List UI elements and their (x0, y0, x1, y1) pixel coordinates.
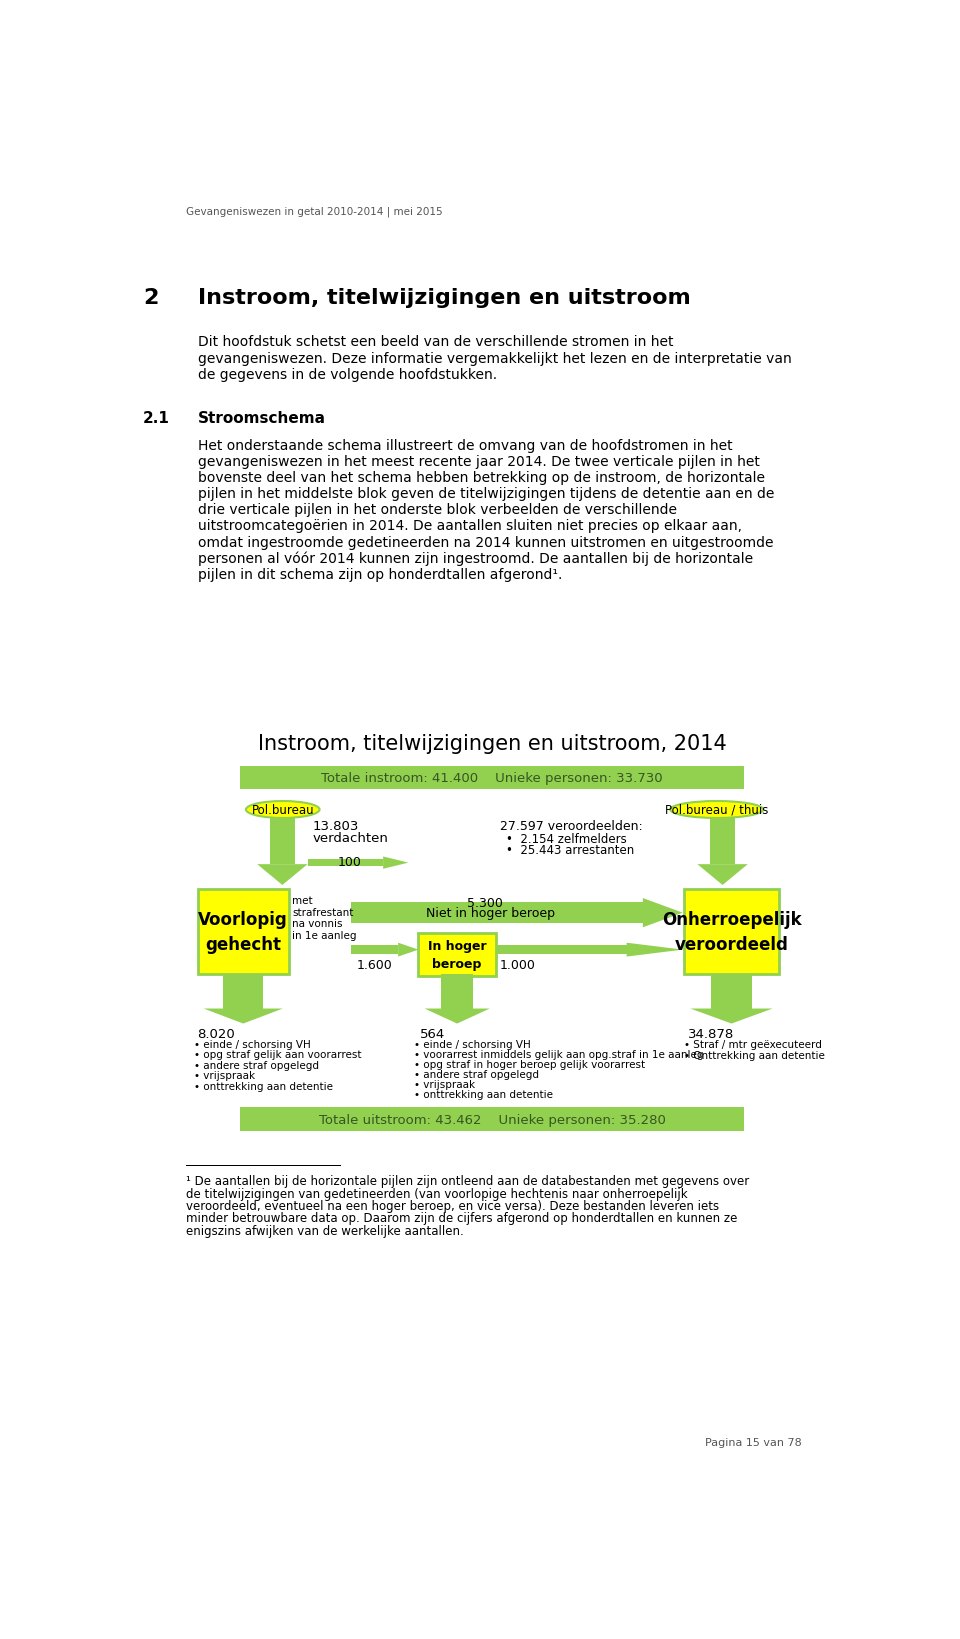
Text: Totale uitstroom: 43.462    Unieke personen: 35.280: Totale uitstroom: 43.462 Unieke personen… (319, 1113, 665, 1126)
Text: • andere straf opgelegd: • andere straf opgelegd (415, 1069, 540, 1080)
Text: 2: 2 (143, 287, 158, 308)
Text: Voorlopig
gehecht: Voorlopig gehecht (199, 910, 288, 952)
Polygon shape (383, 857, 408, 869)
Bar (307, 859, 383, 867)
Text: • einde / schorsing VH: • einde / schorsing VH (415, 1039, 531, 1049)
Text: In hoger
beroep: In hoger beroep (428, 939, 487, 970)
Text: Stroomschema: Stroomschema (198, 411, 325, 426)
Text: Pagina 15 van 78: Pagina 15 van 78 (706, 1437, 802, 1447)
Text: veroordeeld, eventueel na een hoger beroep, en vice versa). Deze bestanden lever: veroordeeld, eventueel na een hoger bero… (186, 1200, 719, 1213)
Text: 5.300: 5.300 (468, 897, 503, 910)
Polygon shape (690, 1010, 773, 1024)
Text: • onttrekking aan detentie: • onttrekking aan detentie (415, 1090, 554, 1100)
Polygon shape (627, 942, 683, 957)
Text: • Onttrekking aan detentie: • Onttrekking aan detentie (684, 1051, 825, 1060)
Text: 564: 564 (420, 1028, 445, 1041)
Text: met
strafrestant
na vonnis
in 1e aanleg: met strafrestant na vonnis in 1e aanleg (292, 895, 356, 941)
Text: • einde / schorsing VH: • einde / schorsing VH (194, 1039, 310, 1049)
Text: 1.600: 1.600 (357, 959, 393, 972)
Bar (198, 890, 289, 974)
Text: gevangeniswezen. Deze informatie vergemakkelijkt het lezen en de interpretatie v: gevangeniswezen. Deze informatie vergema… (198, 351, 791, 365)
Bar (240, 1108, 744, 1131)
Text: • voorarrest inmiddels gelijk aan opg.straf in 1e aanleg: • voorarrest inmiddels gelijk aan opg.st… (415, 1049, 704, 1059)
Text: uitstroomcategoërien in 2014. De aantallen sluiten niet precies op elkaar aan,: uitstroomcategoërien in 2014. De aantall… (198, 520, 741, 533)
Text: Het onderstaande schema illustreert de omvang van de hoofdstromen in het: Het onderstaande schema illustreert de o… (198, 438, 732, 452)
Text: •  2.154 zelfmelders: • 2.154 zelfmelders (506, 833, 627, 846)
Text: Totale instroom: 41.400    Unieke personen: 33.730: Totale instroom: 41.400 Unieke personen:… (322, 772, 662, 785)
Text: • Straf / mtr geëxecuteerd: • Straf / mtr geëxecuteerd (684, 1039, 822, 1049)
Text: gevangeniswezen in het meest recente jaar 2014. De twee verticale pijlen in het: gevangeniswezen in het meest recente jaa… (198, 454, 759, 469)
Bar (240, 765, 744, 790)
Text: ¹ De aantallen bij de horizontale pijlen zijn ontleend aan de databestanden met : ¹ De aantallen bij de horizontale pijlen… (186, 1175, 749, 1188)
Text: Instroom, titelwijzigingen en uitstroom, 2014: Instroom, titelwijzigingen en uitstroom,… (257, 734, 727, 754)
Text: 27.597 veroordeelden:: 27.597 veroordeelden: (500, 820, 642, 833)
Polygon shape (424, 1010, 490, 1024)
Bar (711, 974, 752, 1010)
Text: • opg straf gelijk aan voorarrest: • opg straf gelijk aan voorarrest (194, 1049, 361, 1060)
Text: 34.878: 34.878 (688, 1028, 734, 1041)
Bar (224, 974, 263, 1010)
Text: Instroom, titelwijzigingen en uitstroom: Instroom, titelwijzigingen en uitstroom (198, 287, 690, 308)
Text: minder betrouwbare data op. Daarom zijn de cijfers afgerond op honderdtallen en : minder betrouwbare data op. Daarom zijn … (186, 1211, 737, 1224)
Polygon shape (204, 1010, 283, 1024)
Text: de titelwijzigingen van gedetineerden (van voorlopige hechtenis naar onherroepel: de titelwijzigingen van gedetineerden (v… (186, 1187, 687, 1200)
Text: pijlen in dit schema zijn op honderdtallen afgerond¹.: pijlen in dit schema zijn op honderdtall… (198, 567, 562, 582)
Text: enigszins afwijken van de werkelijke aantallen.: enigszins afwijken van de werkelijke aan… (186, 1224, 464, 1237)
Text: Niet in hoger beroep: Niet in hoger beroep (426, 906, 555, 919)
Text: pijlen in het middelste blok geven de titelwijzigingen tijdens de detentie aan e: pijlen in het middelste blok geven de ti… (198, 487, 774, 502)
Text: bovenste deel van het schema hebben betrekking op de instroom, de horizontale: bovenste deel van het schema hebben betr… (198, 470, 764, 485)
Text: 13.803: 13.803 (312, 820, 359, 833)
Polygon shape (643, 898, 683, 928)
Text: personen al vóór 2014 kunnen zijn ingestroomd. De aantallen bij de horizontale: personen al vóór 2014 kunnen zijn ingest… (198, 551, 753, 565)
Bar (351, 946, 398, 954)
Text: • vrijspraak: • vrijspraak (415, 1080, 475, 1090)
Text: •  25.443 arrestanten: • 25.443 arrestanten (506, 842, 635, 856)
Text: 1.000: 1.000 (500, 959, 536, 972)
Text: Pol.bureau / thuis: Pol.bureau / thuis (665, 803, 768, 816)
Text: • andere straf opgelegd: • andere straf opgelegd (194, 1060, 319, 1070)
Ellipse shape (670, 801, 763, 818)
Text: • vrijspraak: • vrijspraak (194, 1070, 254, 1080)
Text: Dit hoofdstuk schetst een beeld van de verschillende stromen in het: Dit hoofdstuk schetst een beeld van de v… (198, 336, 673, 349)
Bar (351, 903, 643, 924)
Polygon shape (398, 942, 419, 957)
Text: drie verticale pijlen in het onderste blok verbeelden de verschillende: drie verticale pijlen in het onderste bl… (198, 503, 677, 516)
Bar (684, 890, 779, 974)
Text: 8.020: 8.020 (198, 1028, 235, 1041)
Polygon shape (697, 865, 748, 885)
Text: Pol.bureau: Pol.bureau (252, 803, 314, 816)
Bar (710, 816, 735, 865)
Polygon shape (257, 865, 307, 885)
Bar (419, 934, 496, 977)
Text: 2.1: 2.1 (143, 411, 170, 426)
Text: 100: 100 (338, 856, 362, 869)
Text: • opg straf in hoger beroep gelijk voorarrest: • opg straf in hoger beroep gelijk voora… (415, 1059, 646, 1069)
Ellipse shape (246, 801, 320, 818)
Text: • onttrekking aan detentie: • onttrekking aan detentie (194, 1080, 332, 1092)
Text: Onherroepelijk
veroordeeld: Onherroepelijk veroordeeld (661, 910, 802, 952)
Text: Gevangeniswezen in getal 2010-2014 | mei 2015: Gevangeniswezen in getal 2010-2014 | mei… (186, 207, 443, 216)
Text: verdachten: verdachten (312, 831, 388, 844)
Text: de gegevens in de volgende hoofdstukken.: de gegevens in de volgende hoofdstukken. (198, 367, 496, 382)
Bar (496, 946, 627, 954)
Bar (441, 974, 473, 1010)
Text: omdat ingestroomde gedetineerden na 2014 kunnen uitstromen en uitgestroomde: omdat ingestroomde gedetineerden na 2014… (198, 536, 773, 549)
Bar (270, 816, 295, 865)
